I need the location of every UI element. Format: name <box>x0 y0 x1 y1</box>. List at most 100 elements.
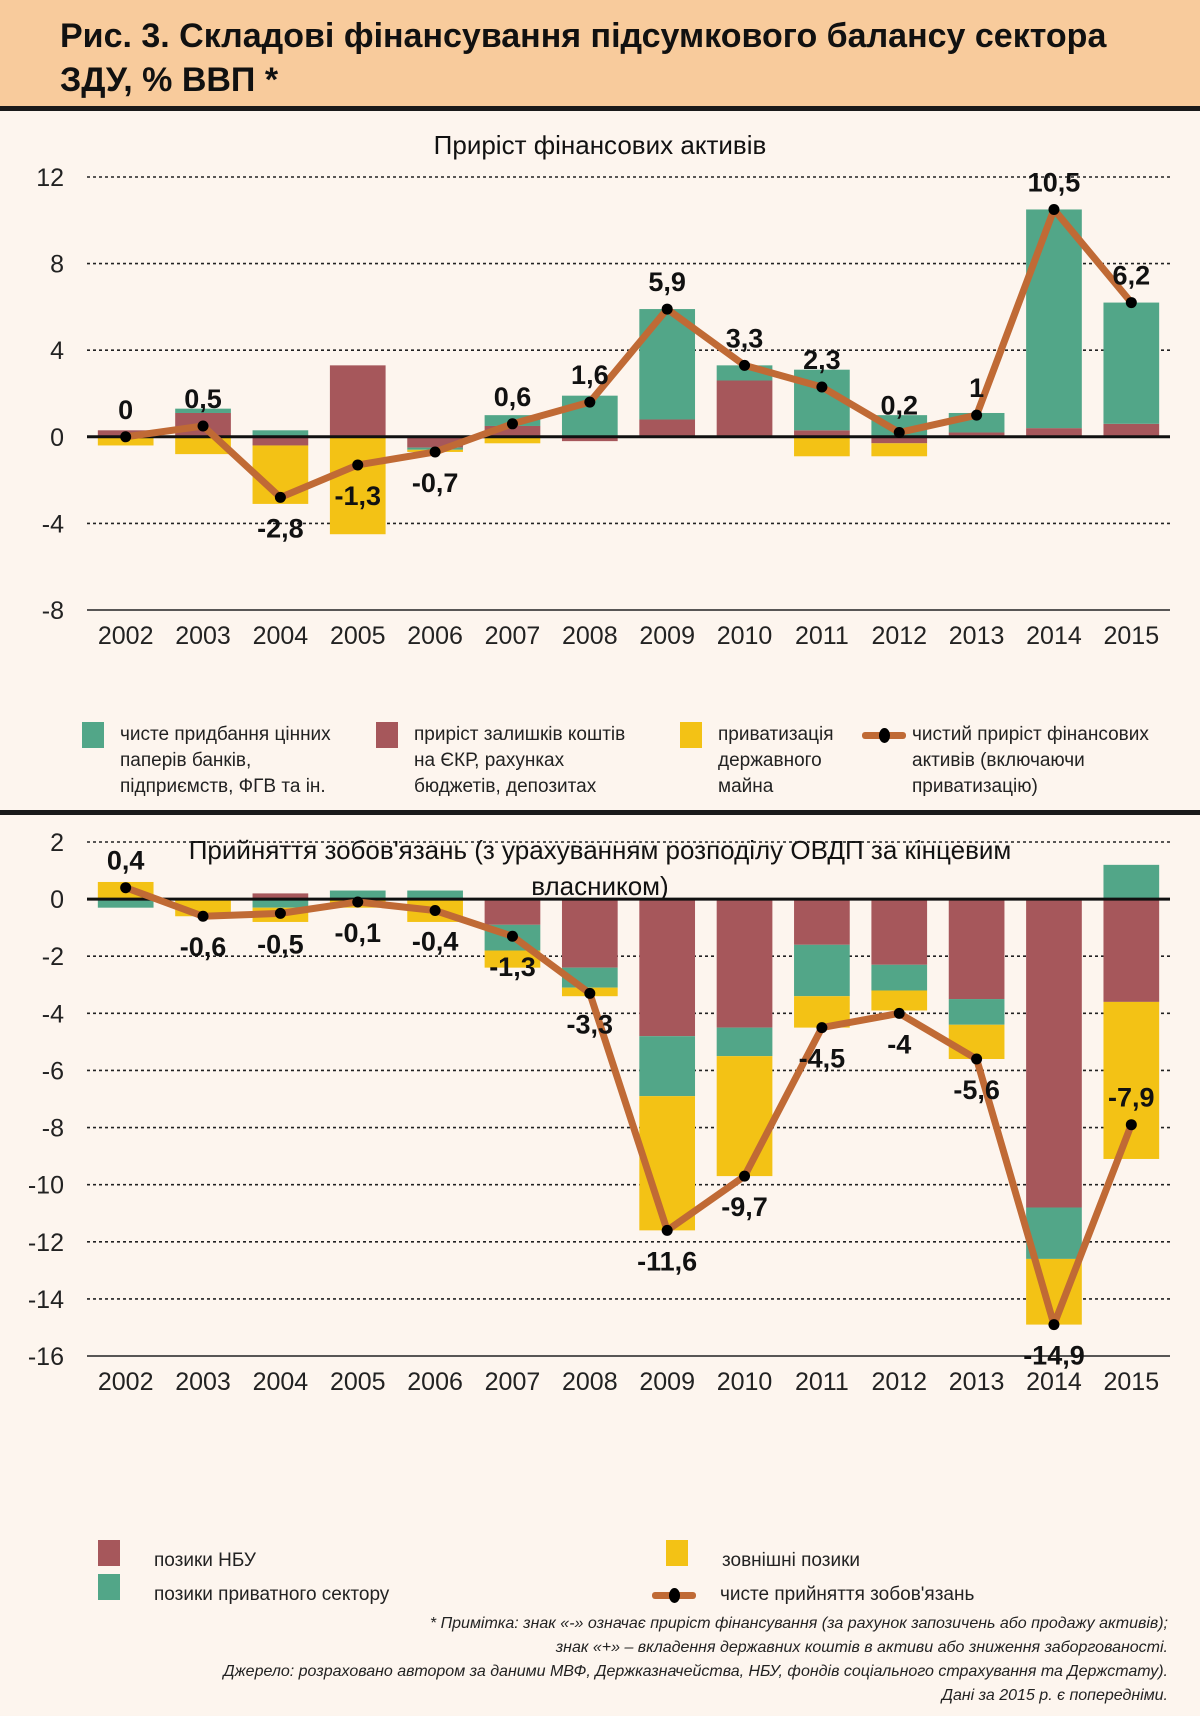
x-tick-label: 2007 <box>485 622 541 650</box>
footnote-line: знак «+» – вкладення державних коштів в … <box>555 1639 1168 1656</box>
bar-segment <box>1026 428 1082 437</box>
bar-segment <box>175 408 231 413</box>
y-tick-label: -12 <box>28 1229 64 1257</box>
net-line-marker <box>1048 203 1060 215</box>
data-label: 5,9 <box>648 267 686 297</box>
legend-text: чистий приріст фінансових <box>912 724 1149 745</box>
bar-segment <box>561 899 618 968</box>
legend-swatch-red <box>98 1540 120 1566</box>
legend-text: позики НБУ <box>154 1550 256 1571</box>
net-line <box>124 884 1135 1329</box>
bar-segment <box>484 436 541 444</box>
x-tick-label: 2015 <box>1104 622 1160 650</box>
bar-segment <box>329 365 386 437</box>
bar-segment <box>97 899 154 908</box>
x-tick-label: 2007 <box>485 1368 541 1396</box>
net-line-marker <box>1048 1319 1060 1331</box>
net-line-marker <box>893 426 905 438</box>
net-line-marker <box>971 1053 983 1065</box>
data-label: 0,2 <box>880 390 918 420</box>
data-label: 10,5 <box>1028 167 1081 197</box>
footnote-line: Дані за 2015 р. є попередніми. <box>941 1687 1168 1704</box>
legend-swatch-yellow <box>666 1540 688 1566</box>
x-tick-label: 2006 <box>407 622 463 650</box>
net-line <box>125 205 1135 501</box>
data-label: 0 <box>118 395 133 425</box>
legend-text: чисте придбання цінних <box>120 724 331 745</box>
chart2-title: Прийняття зобов'язань (з урахуванням роз… <box>0 832 1200 904</box>
net-line-marker <box>274 491 286 503</box>
bar-segment <box>871 990 928 1011</box>
y-tick-label: -2 <box>42 943 64 971</box>
net-line-marker <box>1125 1119 1137 1131</box>
data-label: -1,3 <box>334 481 381 511</box>
bar-segment <box>794 430 850 437</box>
bar-segment <box>1103 302 1160 424</box>
legend-swatch-green <box>82 722 104 748</box>
legend-text: позики приватного сектору <box>154 1584 390 1605</box>
data-label: -1,3 <box>489 952 536 982</box>
legend-text: на ЄКР, рахунках <box>414 750 565 771</box>
data-label: 6,2 <box>1113 261 1151 291</box>
data-label: 3,3 <box>726 323 764 353</box>
bar-segment <box>407 436 463 448</box>
bar-segment <box>407 890 463 900</box>
x-tick-label: 2009 <box>639 622 695 650</box>
legend-line-icon <box>862 722 906 748</box>
net-line-marker <box>661 303 673 315</box>
y-tick-label: 0 <box>50 886 64 914</box>
bar-segment <box>948 899 1005 1000</box>
data-label: -0,6 <box>180 932 227 962</box>
bar-segment <box>329 890 386 900</box>
net-line-marker <box>429 446 441 458</box>
section-divider <box>0 810 1200 815</box>
x-tick-label: 2015 <box>1104 1368 1160 1396</box>
footnotes: * Примітка: знак «-» означає приріст фін… <box>68 1612 1168 1708</box>
chart2-title-line: Прийняття зобов'язань (з урахуванням роз… <box>188 835 1012 865</box>
data-label: -0,5 <box>257 929 304 959</box>
bar-segment <box>484 425 541 437</box>
data-label: -0,4 <box>412 927 459 957</box>
y-tick-label: 4 <box>50 337 64 365</box>
bar-segment <box>794 436 850 457</box>
bar-segment <box>794 944 850 997</box>
x-tick-label: 2008 <box>562 1368 618 1396</box>
legend-item-net-assets-line: чистий приріст фінансових активів (включ… <box>862 722 1149 800</box>
x-tick-label: 2004 <box>253 622 309 650</box>
y-tick-label: -10 <box>28 1172 64 1200</box>
net-line-marker <box>1125 297 1137 309</box>
legend-text: активів (включаючи <box>912 750 1085 771</box>
bar-segment <box>252 899 309 908</box>
y-tick-label: -8 <box>42 1115 64 1143</box>
figure-title: Рис. 3. Складові фінансування підсумково… <box>60 17 1107 99</box>
data-label: -2,8 <box>257 513 304 543</box>
bar-segment <box>1103 899 1160 1002</box>
footnote-line: Джерело: розраховано автором за даними М… <box>223 1663 1168 1680</box>
bar-segment <box>329 436 386 535</box>
x-tick-label: 2010 <box>717 1368 773 1396</box>
data-label: -9,7 <box>721 1192 768 1222</box>
y-tick-label: -16 <box>28 1343 64 1371</box>
y-tick-label: -8 <box>42 597 64 625</box>
bar-segment <box>1103 1001 1160 1159</box>
footnote-line: * Примітка: знак «-» означає приріст фін… <box>429 1615 1168 1632</box>
legend-item-net-liabilities-line: чисте прийняття зобов'язань <box>652 1582 974 1608</box>
data-label: -11,6 <box>637 1246 697 1276</box>
net-line-marker <box>120 431 132 443</box>
x-tick-label: 2012 <box>871 622 927 650</box>
legend-text: чисте прийняття зобов'язань <box>720 1584 975 1605</box>
bar-segment <box>794 899 850 945</box>
data-label: 1,6 <box>571 360 609 390</box>
net-line-marker <box>816 1022 828 1034</box>
net-line-marker <box>274 907 286 919</box>
x-tick-label: 2013 <box>949 1368 1005 1396</box>
data-label: 2,3 <box>803 345 841 375</box>
net-line-marker <box>739 1170 751 1182</box>
y-tick-label: -4 <box>42 510 64 538</box>
legend-text: підприємств, ФГВ та ін. <box>120 776 326 797</box>
bar-segment <box>639 899 696 1037</box>
x-tick-label: 2013 <box>949 622 1005 650</box>
x-tick-label: 2006 <box>407 1368 463 1396</box>
net-line-marker <box>739 359 751 371</box>
legend-item-securities: чисте придбання цінних паперів банків, п… <box>82 722 331 800</box>
